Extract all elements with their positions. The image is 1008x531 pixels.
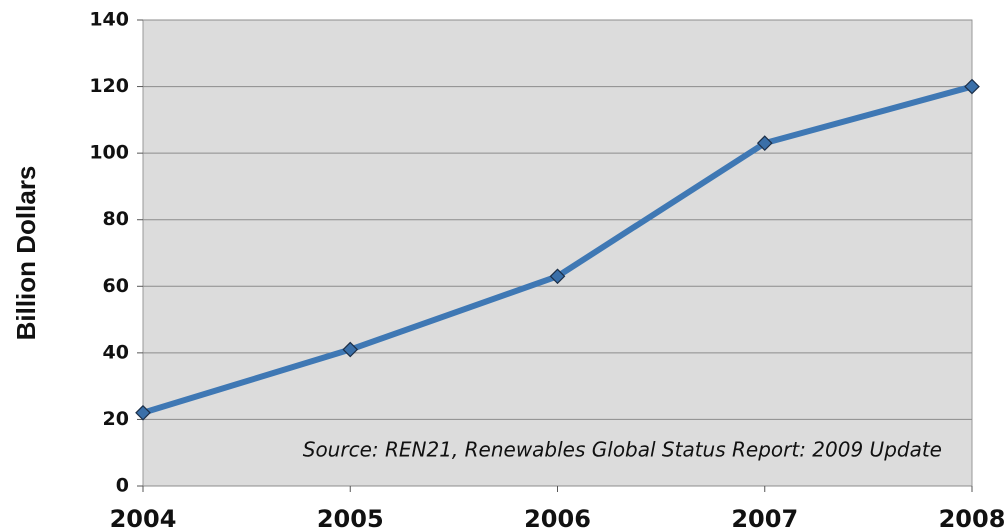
plot-area bbox=[142, 19, 973, 487]
x-tick-label: 2004 bbox=[110, 505, 177, 531]
x-tick-label: 2006 bbox=[524, 505, 591, 531]
y-tick-label: 0 bbox=[116, 475, 129, 497]
x-tick-label: 2007 bbox=[731, 505, 798, 531]
data-point bbox=[342, 341, 359, 358]
data-point bbox=[964, 78, 980, 95]
y-axis-label: Billion Dollars bbox=[11, 166, 41, 341]
y-tick-label: 80 bbox=[103, 208, 129, 230]
annotation: Source: REN21, Renewables Global Status … bbox=[303, 438, 942, 462]
y-tick-label: 60 bbox=[103, 275, 129, 297]
y-tick-label: 140 bbox=[89, 9, 129, 31]
data-point bbox=[549, 268, 566, 285]
data-point bbox=[135, 404, 151, 421]
data-point bbox=[756, 135, 773, 152]
y-tick-label: 20 bbox=[103, 408, 129, 430]
x-tick-label: 2008 bbox=[939, 505, 1006, 531]
y-tick-label: 100 bbox=[89, 142, 129, 164]
y-tick-label: 40 bbox=[103, 341, 129, 363]
y-tick-label: 120 bbox=[89, 75, 129, 97]
x-tick-label: 2005 bbox=[317, 505, 384, 531]
